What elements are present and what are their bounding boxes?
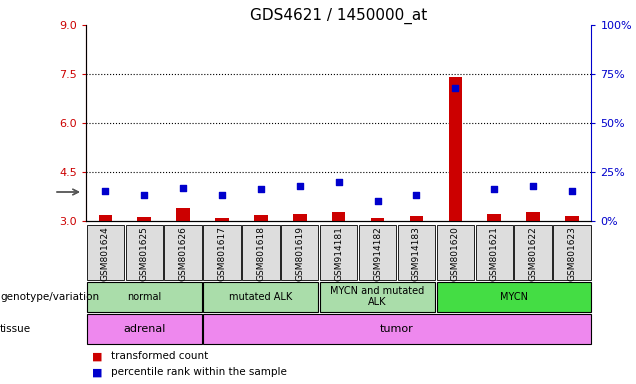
Text: GSM801626: GSM801626: [179, 226, 188, 281]
Point: [528, 182, 538, 189]
Text: mutated ALK: mutated ALK: [229, 291, 293, 302]
FancyBboxPatch shape: [86, 314, 202, 344]
Text: MYCN and mutated
ALK: MYCN and mutated ALK: [331, 286, 425, 308]
Bar: [215, 218, 229, 221]
Text: ■: ■: [92, 367, 103, 377]
Bar: [487, 214, 501, 221]
Point: [567, 188, 577, 194]
FancyBboxPatch shape: [515, 225, 552, 280]
Text: GSM801624: GSM801624: [101, 226, 110, 281]
FancyBboxPatch shape: [204, 314, 591, 344]
Bar: [332, 212, 345, 221]
Point: [139, 192, 149, 199]
FancyBboxPatch shape: [86, 225, 124, 280]
Text: genotype/variation: genotype/variation: [0, 291, 99, 302]
Bar: [448, 76, 462, 221]
Bar: [527, 212, 540, 221]
Bar: [254, 215, 268, 221]
Text: tissue: tissue: [0, 324, 31, 334]
Text: percentile rank within the sample: percentile rank within the sample: [111, 367, 287, 377]
Point: [489, 186, 499, 192]
FancyBboxPatch shape: [359, 225, 396, 280]
Text: normal: normal: [127, 291, 162, 302]
FancyBboxPatch shape: [204, 281, 319, 312]
FancyBboxPatch shape: [398, 225, 435, 280]
FancyBboxPatch shape: [437, 225, 474, 280]
Text: GSM801621: GSM801621: [490, 226, 499, 281]
Text: adrenal: adrenal: [123, 324, 165, 334]
Bar: [565, 215, 579, 221]
Point: [333, 179, 343, 185]
FancyBboxPatch shape: [204, 225, 240, 280]
Text: GSM801622: GSM801622: [529, 226, 537, 281]
Point: [256, 186, 266, 192]
FancyBboxPatch shape: [553, 225, 591, 280]
Title: GDS4621 / 1450000_at: GDS4621 / 1450000_at: [250, 7, 427, 23]
Text: MYCN: MYCN: [500, 291, 528, 302]
Text: GSM801618: GSM801618: [256, 226, 265, 281]
Text: GSM914182: GSM914182: [373, 226, 382, 281]
Bar: [371, 217, 384, 221]
Bar: [410, 215, 424, 221]
Text: GSM801617: GSM801617: [218, 226, 226, 281]
Text: GSM801620: GSM801620: [451, 226, 460, 281]
Text: tumor: tumor: [380, 324, 414, 334]
FancyBboxPatch shape: [281, 225, 319, 280]
Bar: [137, 217, 151, 221]
FancyBboxPatch shape: [476, 225, 513, 280]
Point: [100, 188, 111, 194]
Bar: [176, 209, 190, 221]
Point: [373, 198, 383, 204]
Text: GSM801625: GSM801625: [140, 226, 149, 281]
Bar: [293, 214, 307, 221]
Text: GSM914181: GSM914181: [334, 226, 343, 281]
Text: GSM801623: GSM801623: [567, 226, 576, 281]
Point: [178, 184, 188, 190]
FancyBboxPatch shape: [437, 281, 591, 312]
Text: GSM914183: GSM914183: [412, 226, 421, 281]
FancyBboxPatch shape: [125, 225, 163, 280]
FancyBboxPatch shape: [320, 281, 435, 312]
Bar: [99, 215, 112, 221]
Point: [450, 84, 460, 91]
Text: ■: ■: [92, 351, 103, 361]
Point: [294, 182, 305, 189]
Text: GSM801619: GSM801619: [295, 226, 304, 281]
FancyBboxPatch shape: [165, 225, 202, 280]
FancyBboxPatch shape: [242, 225, 280, 280]
FancyBboxPatch shape: [320, 225, 357, 280]
Point: [217, 192, 227, 199]
Text: transformed count: transformed count: [111, 351, 209, 361]
FancyBboxPatch shape: [86, 281, 202, 312]
Point: [411, 192, 422, 199]
